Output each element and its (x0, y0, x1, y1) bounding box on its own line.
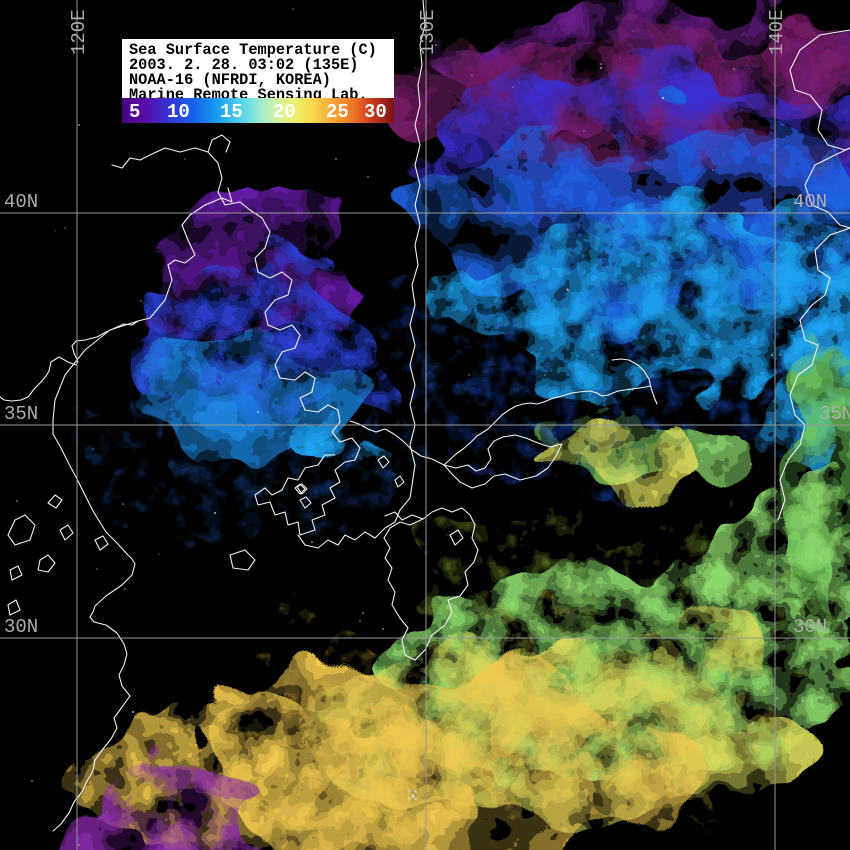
svg-text:35N: 35N (4, 403, 38, 425)
svg-text:130E: 130E (417, 9, 439, 55)
svg-text:140E: 140E (766, 9, 788, 55)
svg-text:25: 25 (326, 101, 349, 123)
svg-text:10: 10 (167, 101, 190, 123)
svg-text:40N: 40N (4, 191, 38, 213)
svg-text:15: 15 (220, 101, 243, 123)
svg-text:30N: 30N (4, 616, 38, 638)
svg-text:30N: 30N (793, 616, 827, 638)
svg-text:30: 30 (364, 101, 387, 123)
svg-text:20: 20 (273, 101, 296, 123)
svg-text:40N: 40N (793, 191, 827, 213)
svg-text:120E: 120E (68, 9, 90, 55)
svg-text:35N: 35N (819, 403, 850, 425)
svg-text:5: 5 (129, 101, 140, 123)
